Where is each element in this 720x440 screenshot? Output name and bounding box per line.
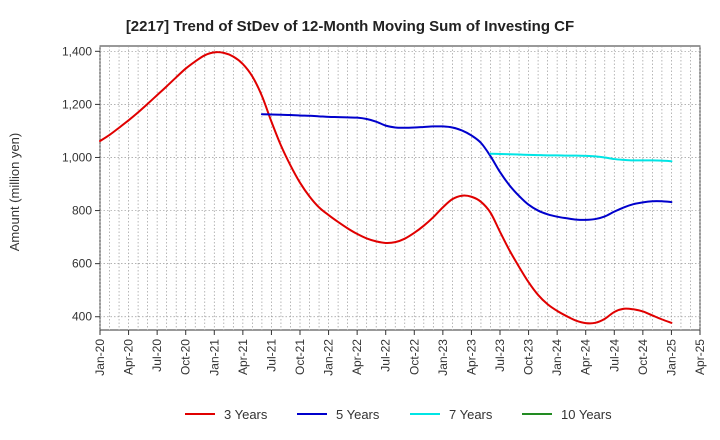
x-axis: Jan-20 Apr-20 Jul-20 Oct-20 Jan-21 Apr-21 Jul-… — [93, 330, 707, 376]
x-tick-label: Apr-20 — [122, 339, 136, 375]
plot-area — [99, 45, 701, 331]
x-tick-label: Apr-24 — [579, 339, 593, 375]
x-tick-label: Oct-20 — [179, 339, 193, 375]
y-tick-label: 600 — [72, 257, 92, 271]
legend: 3 Years 5 Years 7 Years 10 Years — [185, 407, 612, 422]
x-tick-label: Jul-24 — [607, 339, 621, 372]
legend-label-5-years: 5 Years — [336, 407, 380, 422]
series-line-7-years — [489, 152, 673, 163]
x-tick-label: Jul-20 — [150, 339, 164, 372]
series-lines — [99, 51, 673, 325]
x-tick-label: Apr-23 — [464, 339, 478, 375]
legend-label-7-years: 7 Years — [449, 407, 493, 422]
y-axis-label: Amount (million yen) — [7, 133, 22, 252]
x-tick-label: Apr-22 — [350, 339, 364, 375]
x-tick-label: Oct-23 — [522, 339, 536, 375]
x-tick-label: Jan-24 — [550, 339, 564, 376]
series-line-3-years — [99, 51, 673, 325]
legend-label-3-years: 3 Years — [224, 407, 268, 422]
y-axis: 400 600 800 1,000 1,200 1,400 — [62, 44, 100, 324]
chart-title: [2217] Trend of StDev of 12-Month Moving… — [126, 18, 574, 35]
x-tick-label: Apr-25 — [693, 339, 707, 375]
x-tick-label: Jan-21 — [207, 339, 221, 376]
x-tick-label: Jul-23 — [493, 339, 507, 372]
plot-border — [99, 45, 701, 331]
legend-label-10-years: 10 Years — [561, 407, 612, 422]
series-line-5-years — [260, 113, 673, 221]
x-tick-label: Oct-24 — [636, 339, 650, 375]
y-tick-label: 800 — [72, 204, 92, 218]
x-tick-label: Oct-21 — [293, 339, 307, 375]
x-tick-label: Apr-21 — [236, 339, 250, 375]
y-tick-label: 1,400 — [62, 44, 92, 58]
x-tick-label: Jul-21 — [264, 339, 278, 372]
y-tick-label: 1,000 — [62, 150, 92, 164]
y-tick-label: 1,200 — [62, 97, 92, 111]
x-tick-label: Oct-22 — [407, 339, 421, 375]
x-tick-label: Jan-23 — [436, 339, 450, 376]
x-tick-label: Jan-22 — [322, 339, 336, 376]
x-tick-label: Jan-25 — [664, 339, 678, 376]
x-tick-label: Jan-20 — [93, 339, 107, 376]
x-tick-label: Jul-22 — [379, 339, 393, 372]
y-tick-label: 400 — [72, 310, 92, 324]
